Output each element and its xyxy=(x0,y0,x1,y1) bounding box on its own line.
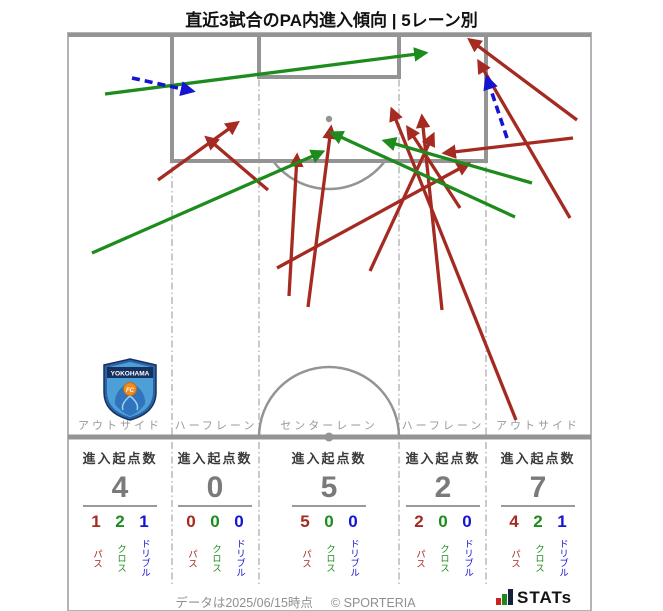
stat-underline xyxy=(83,505,157,507)
dribble-label: ドリブル xyxy=(347,539,359,577)
dribble-label: ドリブル xyxy=(233,539,245,577)
cross-arrow xyxy=(328,130,516,219)
stat-underline xyxy=(292,505,366,507)
cross-count: 0 xyxy=(438,512,448,531)
pass-arrow xyxy=(441,136,574,159)
lane-label-halflane-right: ハーフレーン xyxy=(401,420,485,432)
pass-label: パス xyxy=(508,548,520,568)
pass-arrow xyxy=(368,131,436,272)
cross-label: クロス xyxy=(209,543,221,573)
entry-arrows xyxy=(91,37,578,421)
cross-arrow xyxy=(381,137,533,185)
page-title: 直近3試合のPA内進入傾向 | 5レーン別 xyxy=(185,11,478,30)
pass-label: パス xyxy=(299,548,311,568)
cross-count: 0 xyxy=(324,512,334,531)
yokohama-fc-logo: YOKOHAMA FC xyxy=(103,358,157,421)
stat-header: 進入起点数 xyxy=(82,451,158,466)
stat-header: 進入起点数 xyxy=(291,451,367,466)
cross-count: 2 xyxy=(115,512,125,531)
dribble-label: ドリブル xyxy=(138,539,150,577)
stat-header: 進入起点数 xyxy=(500,451,576,466)
lane-label-halflane-left: ハーフレーン xyxy=(174,420,258,432)
lane-label-outside-left: アウトサイド xyxy=(78,420,162,432)
stat-column-lane5: 進入起点数 7 4 パス 2 クロス 1 ドリブル xyxy=(483,448,593,583)
footer: データは2025/06/15時点 © SPORTERIA xyxy=(68,592,523,611)
pass-arrow xyxy=(467,37,578,122)
pass-arrow xyxy=(287,152,304,297)
stat-column-lane3: 進入起点数 5 5 パス 0 クロス 0 ドリブル xyxy=(274,448,384,583)
stat-total: 7 xyxy=(529,471,547,504)
pass-arrow xyxy=(157,120,240,182)
pass-count: 2 xyxy=(414,512,424,531)
stat-column-lane4: 進入起点数 2 2 パス 0 クロス 0 ドリブル xyxy=(388,448,498,583)
dribble-label: ドリブル xyxy=(556,539,568,577)
center-circle xyxy=(257,365,401,438)
stat-header: 進入起点数 xyxy=(405,451,481,466)
stat-column-lane1: 進入起点数 4 1 パス 2 クロス 1 ドリブル xyxy=(65,448,175,583)
stat-total: 5 xyxy=(320,471,338,504)
stat-column-lane2: 進入起点数 0 0 パス 0 クロス 0 ドリブル xyxy=(160,448,270,583)
pass-label: パス xyxy=(185,548,197,568)
dribble-count: 1 xyxy=(557,512,567,531)
cross-label: クロス xyxy=(532,543,544,573)
bar-chart-icon xyxy=(496,589,513,606)
pass-count: 5 xyxy=(300,512,310,531)
dribble-count: 0 xyxy=(462,512,472,531)
pass-label: パス xyxy=(413,548,425,568)
lane-label-outside-right: アウトサイド xyxy=(496,420,580,432)
stats-brand-logo: STATs xyxy=(496,589,592,606)
stat-total: 4 xyxy=(111,471,129,504)
dribble-arrow xyxy=(483,74,509,139)
stat-underline xyxy=(501,505,575,507)
cross-label: クロス xyxy=(323,543,335,573)
stat-total: 2 xyxy=(434,471,452,504)
cross-count: 2 xyxy=(533,512,543,531)
penalty-arc xyxy=(272,160,386,191)
pass-count: 4 xyxy=(509,512,519,531)
lane-label-center: センターレーン xyxy=(280,420,378,432)
dribble-count: 0 xyxy=(348,512,358,531)
data-date-note: データは2025/06/15時点 xyxy=(175,596,313,610)
brand-wordmark: STATs xyxy=(517,588,573,607)
pass-label: パス xyxy=(90,548,102,568)
pass-arrow xyxy=(406,124,462,209)
cross-label: クロス xyxy=(114,543,126,573)
dribble-arrow xyxy=(131,76,196,96)
copyright: © SPORTERIA xyxy=(330,596,416,610)
stat-underline xyxy=(178,505,252,507)
pass-arrow xyxy=(389,106,518,421)
cross-arrow xyxy=(91,149,326,255)
stat-total: 0 xyxy=(206,471,224,504)
cross-arrow xyxy=(104,47,429,96)
pass-arrow xyxy=(306,124,337,308)
dribble-count: 0 xyxy=(234,512,244,531)
stat-underline xyxy=(406,505,480,507)
dribble-count: 1 xyxy=(139,512,149,531)
cross-count: 0 xyxy=(210,512,220,531)
dribble-label: ドリブル xyxy=(461,539,473,577)
penalty-spot xyxy=(325,115,333,123)
logo-fc-text: FC xyxy=(126,388,135,394)
pass-count: 0 xyxy=(186,512,196,531)
logo-team-name: YOKOHAMA xyxy=(111,371,150,378)
cross-label: クロス xyxy=(437,543,449,573)
pass-arrow xyxy=(276,162,472,270)
pass-count: 1 xyxy=(91,512,101,531)
pass-arrow xyxy=(204,135,270,192)
center-spot xyxy=(324,432,334,442)
stat-header: 進入起点数 xyxy=(177,451,253,466)
